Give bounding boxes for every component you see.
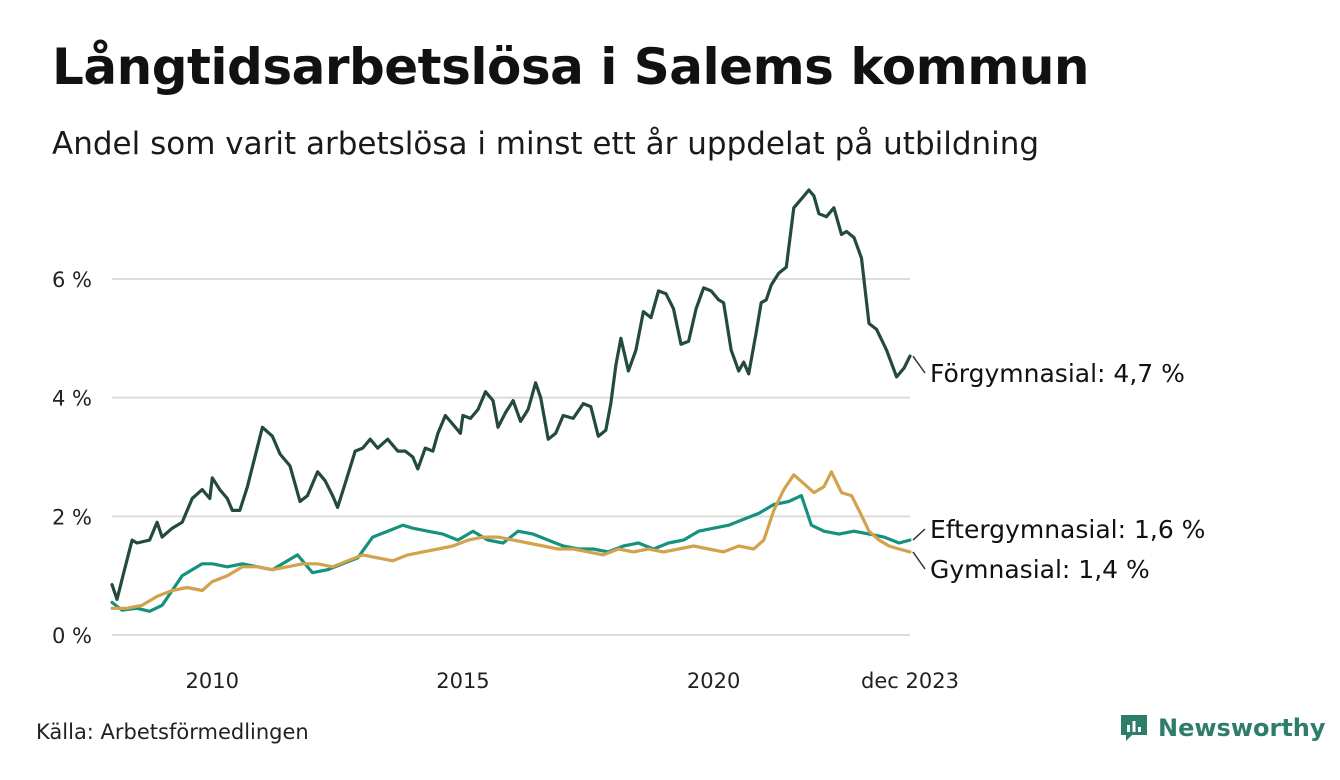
brand-logo: Newsworthy [1118,712,1326,744]
y-tick-label: 0 % [52,624,92,648]
y-axis: 0 % 2 % 4 % 6 % [52,268,92,648]
series-line-eftergymnasial [110,494,912,613]
y-tick-label: 4 % [52,387,92,411]
end-label-förgymnasial: Förgymnasial: 4,7 % [930,359,1185,388]
y-tick-label: 6 % [52,268,92,292]
chart-subtitle: Andel som varit arbetslösa i minst ett å… [52,126,1040,162]
x-tick-label: dec 2023 [861,669,959,693]
end-label-connector [912,528,926,541]
newsworthy-logo-icon [1121,715,1147,741]
series-line-gymnasial [110,470,912,610]
brand-name: Newsworthy [1158,714,1326,742]
x-tick-label: 2020 [687,669,740,693]
gridlines [112,278,910,636]
end-labels: Förgymnasial: 4,7 % Eftergymnasial: 1,6 %… [912,355,1205,584]
chart-title: Långtidsarbetslösa i Salems kommun [52,38,1090,96]
end-label-gymnasial: Gymnasial: 1,4 % [930,555,1150,584]
series-line-förgymnasial [110,188,912,601]
end-label-eftergymnasial: Eftergymnasial: 1,6 % [930,515,1205,544]
x-tick-label: 2010 [186,669,239,693]
source-note: Källa: Arbetsförmedlingen [36,720,309,744]
end-label-connector [912,355,926,374]
x-axis: 2010 2015 2020 dec 2023 [186,669,959,693]
end-label-connector [912,551,926,570]
x-tick-label: 2015 [436,669,489,693]
series-lines [110,188,912,613]
y-tick-label: 2 % [52,505,92,529]
line-chart: 0 % 2 % 4 % 6 % 2010 2015 2020 dec 2023 Förgym… [52,188,1205,693]
